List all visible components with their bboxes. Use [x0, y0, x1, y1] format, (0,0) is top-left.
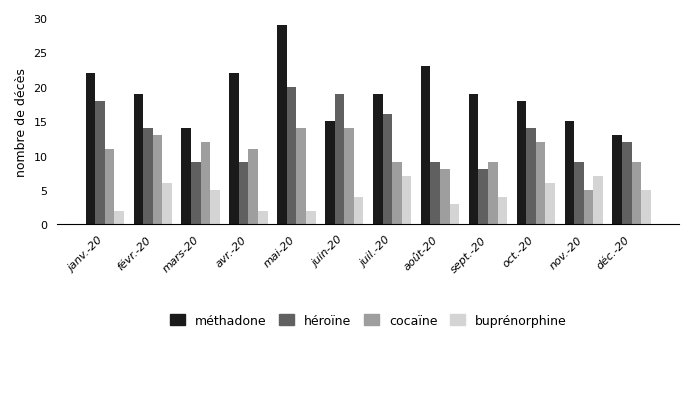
- Bar: [564, 122, 574, 225]
- Bar: [133, 94, 143, 225]
- Bar: [584, 191, 593, 225]
- Bar: [373, 94, 382, 225]
- Bar: [296, 129, 306, 225]
- Bar: [181, 129, 191, 225]
- Bar: [115, 211, 124, 225]
- Legend: méthadone, héroïne, cocaïne, buprénorphine: méthadone, héroïne, cocaïne, buprénorphi…: [165, 309, 572, 332]
- Bar: [277, 26, 287, 225]
- Bar: [593, 177, 603, 225]
- Bar: [95, 101, 105, 225]
- Bar: [632, 163, 641, 225]
- Bar: [402, 177, 412, 225]
- Bar: [468, 94, 478, 225]
- Bar: [612, 135, 622, 225]
- Bar: [153, 135, 162, 225]
- Bar: [488, 163, 498, 225]
- Bar: [516, 101, 526, 225]
- Bar: [354, 197, 364, 225]
- Bar: [430, 163, 440, 225]
- Bar: [248, 149, 258, 225]
- Bar: [574, 163, 584, 225]
- Bar: [498, 197, 507, 225]
- Bar: [545, 184, 555, 225]
- Bar: [306, 211, 316, 225]
- Bar: [258, 211, 268, 225]
- Bar: [450, 204, 459, 225]
- Bar: [478, 170, 488, 225]
- Bar: [191, 163, 201, 225]
- Bar: [229, 74, 239, 225]
- Bar: [526, 129, 536, 225]
- Bar: [325, 122, 335, 225]
- Bar: [440, 170, 450, 225]
- Bar: [344, 129, 354, 225]
- Bar: [382, 115, 392, 225]
- Bar: [143, 129, 153, 225]
- Bar: [641, 191, 651, 225]
- Bar: [287, 88, 296, 225]
- Bar: [622, 142, 632, 225]
- Bar: [162, 184, 172, 225]
- Bar: [85, 74, 95, 225]
- Bar: [335, 94, 344, 225]
- Y-axis label: nombre de décès: nombre de décès: [15, 67, 28, 176]
- Bar: [201, 142, 210, 225]
- Bar: [392, 163, 402, 225]
- Bar: [105, 149, 115, 225]
- Bar: [239, 163, 248, 225]
- Bar: [210, 191, 220, 225]
- Bar: [536, 142, 545, 225]
- Bar: [421, 67, 430, 225]
